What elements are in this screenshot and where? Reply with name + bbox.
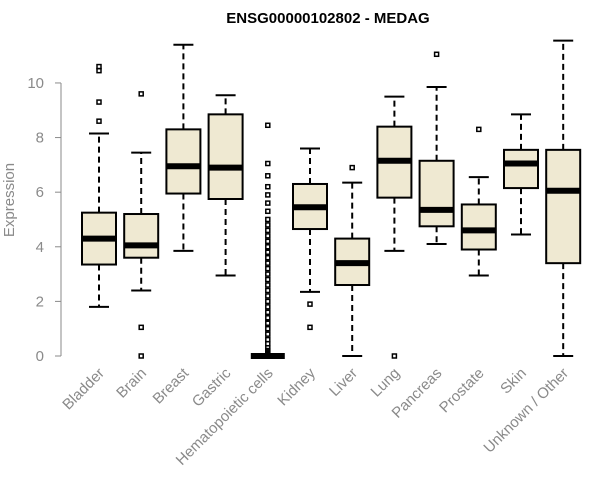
- x-tick-label: Liver: [326, 365, 361, 400]
- outlier-point: [265, 183, 271, 190]
- box-group: [165, 43, 202, 252]
- outlier-point: [265, 208, 271, 215]
- box-iqr: [503, 148, 539, 190]
- outlier-point: [265, 254, 271, 261]
- outlier-point: [391, 353, 398, 359]
- chart-title: ENSG00000102802 - MEDAG: [226, 10, 429, 27]
- outlier-point: [265, 222, 271, 228]
- outlier-point: [265, 331, 271, 337]
- outlier-point: [265, 315, 271, 321]
- box-group: [292, 147, 328, 331]
- box-iqr: [123, 213, 160, 259]
- box-iqr: [460, 203, 497, 251]
- x-tick-label: Brain: [113, 365, 150, 402]
- box-group: [334, 164, 371, 357]
- y-tick-label: 6: [36, 184, 44, 201]
- boxes: [81, 39, 582, 359]
- outlier-point: [265, 238, 271, 245]
- box-group: [123, 91, 160, 359]
- outlier-point: [265, 309, 271, 316]
- y-tick-label: 8: [36, 130, 44, 147]
- outlier-point: [265, 249, 271, 255]
- y-axis-label: Expression: [1, 163, 18, 237]
- outlier-point: [265, 216, 271, 223]
- outlier-point: [96, 63, 102, 70]
- outlier-point: [265, 336, 271, 343]
- outlier-point: [476, 126, 482, 133]
- box-iqr: [165, 128, 202, 195]
- box-group: [545, 39, 582, 357]
- outlier-point: [265, 200, 271, 206]
- outlier-point: [138, 324, 144, 331]
- box-group: [418, 51, 455, 246]
- outlier-point: [307, 301, 313, 307]
- outlier-point: [265, 233, 271, 239]
- x-tick-label: Breast: [150, 364, 193, 407]
- outlier-point: [265, 173, 271, 179]
- box-group: [503, 113, 539, 236]
- box-iqr: [418, 159, 455, 228]
- outlier-point: [265, 293, 271, 299]
- y-tick-label: 4: [36, 239, 44, 256]
- outlier-point: [265, 265, 271, 272]
- box-iqr: [207, 113, 244, 200]
- outlier-point: [265, 276, 271, 283]
- outlier-point: [265, 304, 271, 310]
- box-group: [207, 94, 244, 277]
- outlier-point: [265, 271, 271, 277]
- box-group: [81, 63, 117, 308]
- y-tick-label: 2: [36, 293, 44, 310]
- outlier-point: [96, 99, 102, 105]
- axes: 0 2 4 6 8 10: [27, 75, 62, 365]
- x-tick-label: Prostate: [436, 365, 488, 417]
- outlier-point: [138, 91, 144, 97]
- box-group: [460, 126, 497, 277]
- outlier-point: [433, 51, 440, 58]
- outlier-point: [265, 160, 271, 167]
- box-iqr: [545, 148, 582, 265]
- outlier-point: [265, 260, 271, 266]
- outlier-point: [265, 282, 271, 288]
- outlier-point: [265, 192, 271, 198]
- box-group: [376, 95, 413, 359]
- outlier-point: [96, 118, 102, 124]
- outlier-point: [265, 122, 271, 129]
- outlier-point: [265, 287, 271, 294]
- box-group: [250, 122, 285, 359]
- outlier-point: [307, 324, 313, 331]
- x-tick-label: Lung: [368, 365, 404, 401]
- y-tick-label: 10: [27, 75, 44, 92]
- y-tick-label: 0: [36, 348, 44, 365]
- outlier-point: [265, 325, 271, 332]
- x-tick-label: Skin: [497, 365, 530, 398]
- outlier-point: [265, 320, 271, 326]
- outlier-point: [265, 227, 271, 234]
- x-tick-label: Bladder: [59, 365, 108, 414]
- outlier-point: [265, 244, 271, 250]
- outlier-point: [138, 353, 144, 359]
- outlier-point: [349, 164, 355, 171]
- outlier-point: [265, 298, 271, 305]
- x-tick-label: Kidney: [274, 364, 319, 409]
